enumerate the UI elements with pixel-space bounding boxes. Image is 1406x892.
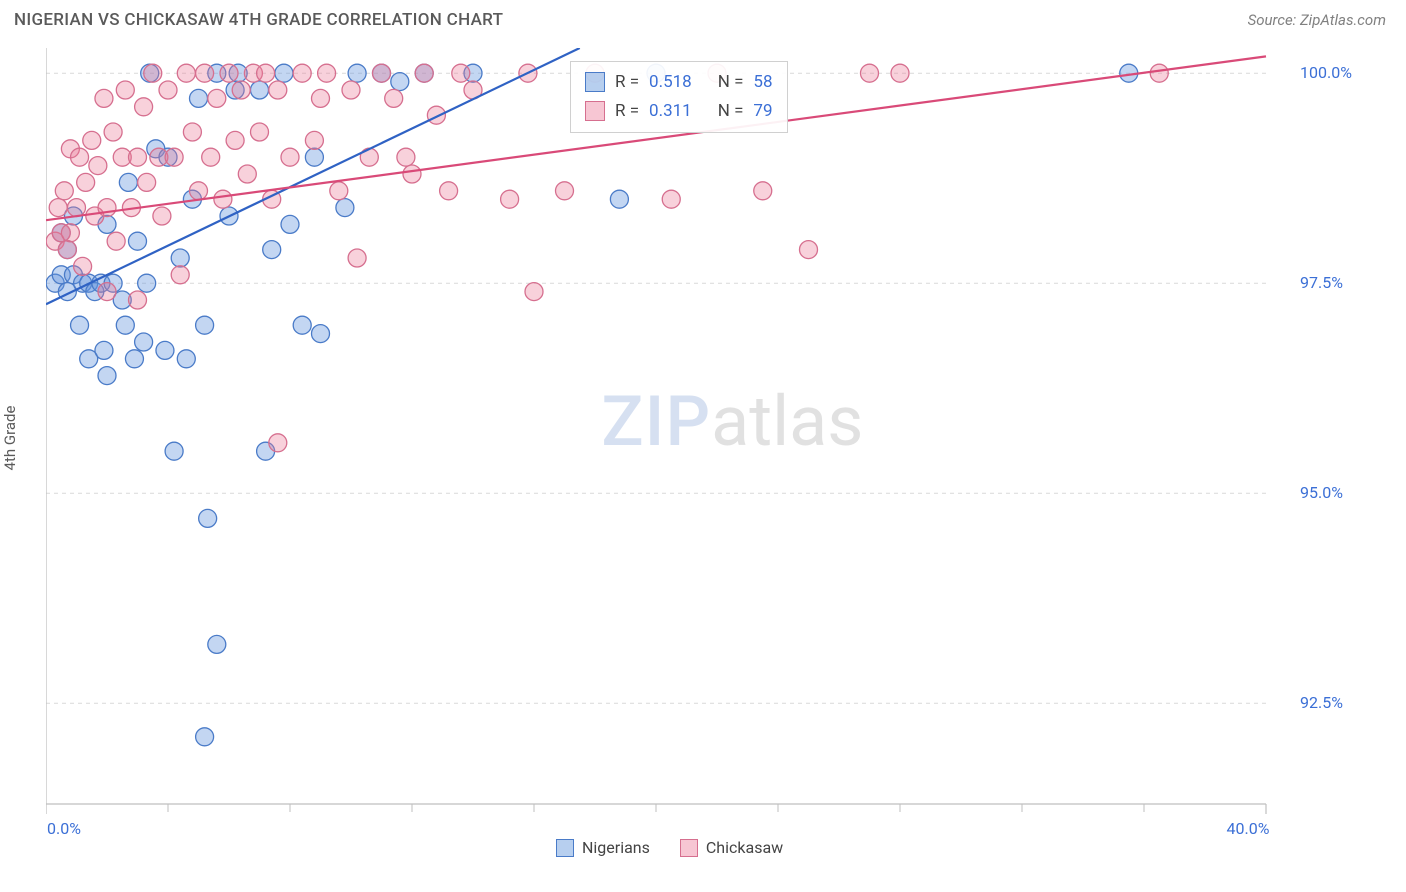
svg-text:40.0%: 40.0% bbox=[1227, 819, 1270, 838]
legend-swatch bbox=[585, 72, 605, 92]
n-value: 58 bbox=[753, 68, 772, 97]
r-label: R = bbox=[615, 68, 639, 97]
chart-plot-area: 92.5%95.0%97.5%100.0%0.0%40.0% ZIPatlas … bbox=[46, 48, 1366, 828]
bottom-legend: Nigerians Chickasaw bbox=[556, 838, 783, 857]
svg-text:92.5%: 92.5% bbox=[1300, 693, 1343, 712]
legend-label: Nigerians bbox=[582, 838, 650, 857]
y-axis-label: 4th Grade bbox=[1, 406, 19, 471]
svg-text:97.5%: 97.5% bbox=[1300, 273, 1343, 292]
svg-text:0.0%: 0.0% bbox=[47, 819, 81, 838]
n-value: 79 bbox=[753, 97, 772, 126]
svg-text:100.0%: 100.0% bbox=[1300, 63, 1352, 82]
stats-legend: R = 0.518 N = 58 R = 0.311 N = 79 bbox=[570, 61, 788, 133]
stats-legend-row: R = 0.311 N = 79 bbox=[585, 97, 773, 126]
r-label: R = bbox=[615, 97, 639, 126]
legend-label: Chickasaw bbox=[706, 838, 783, 857]
r-value: 0.311 bbox=[649, 97, 692, 126]
chart-title: NIGERIAN VS CHICKASAW 4TH GRADE CORRELAT… bbox=[14, 10, 503, 30]
svg-text:95.0%: 95.0% bbox=[1300, 483, 1343, 502]
r-value: 0.518 bbox=[649, 68, 692, 97]
legend-item: Chickasaw bbox=[680, 838, 783, 857]
legend-swatch bbox=[680, 839, 698, 857]
legend-swatch bbox=[556, 839, 574, 857]
source-label: Source: ZipAtlas.com bbox=[1248, 11, 1386, 29]
n-label: N = bbox=[718, 97, 744, 126]
legend-swatch bbox=[585, 101, 605, 121]
stats-legend-row: R = 0.518 N = 58 bbox=[585, 68, 773, 97]
legend-item: Nigerians bbox=[556, 838, 650, 857]
n-label: N = bbox=[718, 68, 744, 97]
